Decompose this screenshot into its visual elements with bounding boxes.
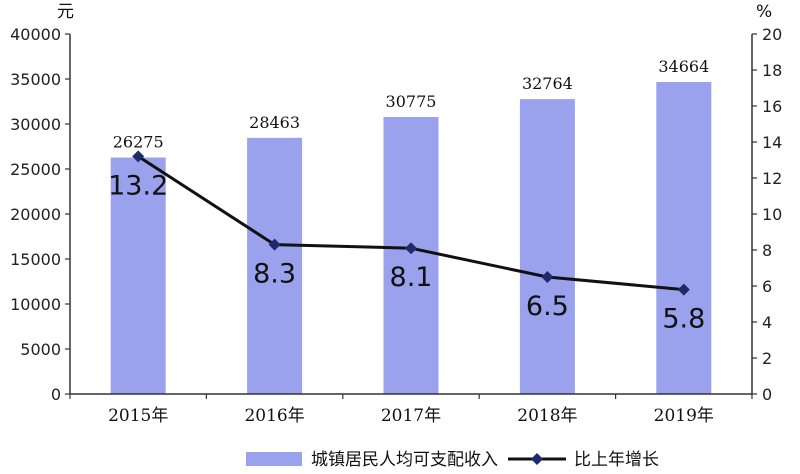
left-tick-label: 5000 — [20, 340, 61, 359]
right-tick-label: 18 — [762, 61, 782, 80]
right-axis-unit: % — [756, 2, 772, 22]
growth-value-label: 8.3 — [253, 259, 296, 290]
growth-value-label: 13.2 — [108, 170, 168, 201]
bar — [247, 137, 303, 394]
growth-point — [268, 238, 281, 251]
growth-value-label: 6.5 — [526, 291, 569, 322]
left-tick-label: 35000 — [10, 70, 61, 89]
bar — [519, 99, 575, 395]
bar-value-label: 34664 — [658, 57, 709, 76]
bars-layer — [110, 82, 712, 395]
left-tick-label: 40000 — [10, 25, 61, 44]
legend-bar-swatch — [246, 452, 302, 466]
right-tick-label: 14 — [762, 133, 782, 152]
bar-value-label: 28463 — [249, 113, 300, 132]
growth-point — [132, 150, 145, 163]
growth-point — [677, 283, 690, 296]
left-axis-unit: 元 — [57, 2, 74, 22]
right-tick-label: 20 — [762, 25, 782, 44]
bar-value-label: 32764 — [522, 74, 573, 93]
bar-value-label: 26275 — [113, 133, 164, 152]
legend: 城镇居民人均可支配收入 比上年增长 — [246, 450, 659, 470]
right-tick-label: 12 — [762, 169, 782, 188]
right-tick-label: 0 — [762, 385, 772, 404]
x-tick-label: 2016年 — [244, 406, 304, 426]
line-layer — [132, 150, 690, 296]
left-tick-label: 10000 — [10, 295, 61, 314]
growth-value-label: 5.8 — [662, 304, 705, 335]
bar — [656, 82, 712, 395]
legend-bar-label: 城镇居民人均可支配收入 — [311, 450, 498, 470]
right-tick-label: 16 — [762, 97, 782, 116]
growth-value-label: 8.1 — [390, 262, 433, 293]
legend-line-marker — [531, 453, 543, 465]
right-tick-label: 2 — [762, 349, 772, 368]
bar — [110, 157, 166, 394]
left-tick-label: 30000 — [10, 115, 61, 134]
growth-point — [405, 242, 417, 255]
growth-point — [541, 271, 554, 283]
right-tick-label: 8 — [762, 241, 772, 260]
x-tick-label: 2019年 — [654, 406, 714, 426]
x-tick-label: 2017年 — [381, 406, 441, 426]
left-tick-label: 20000 — [10, 205, 61, 224]
left-tick-label: 15000 — [10, 250, 61, 269]
bar — [383, 117, 439, 395]
axes-layer: 0 5000 10000 15000 20000 25000 30000 35000 40000… — [10, 25, 782, 426]
x-tick-label: 2015年 — [108, 406, 168, 426]
x-tick-label: 2018年 — [517, 406, 577, 426]
legend-line-label: 比上年增长 — [574, 450, 659, 470]
right-tick-label: 10 — [762, 205, 782, 224]
right-tick-label: 4 — [762, 313, 772, 332]
left-tick-label: 0 — [51, 385, 61, 404]
right-tick-label: 6 — [762, 277, 772, 296]
labels-layer: 26275 28463 30775 32764 34664 13.2 8.3 8.1 6.5 5.… — [108, 57, 709, 335]
bar-value-label: 30775 — [386, 92, 437, 111]
left-tick-label: 25000 — [10, 160, 61, 179]
